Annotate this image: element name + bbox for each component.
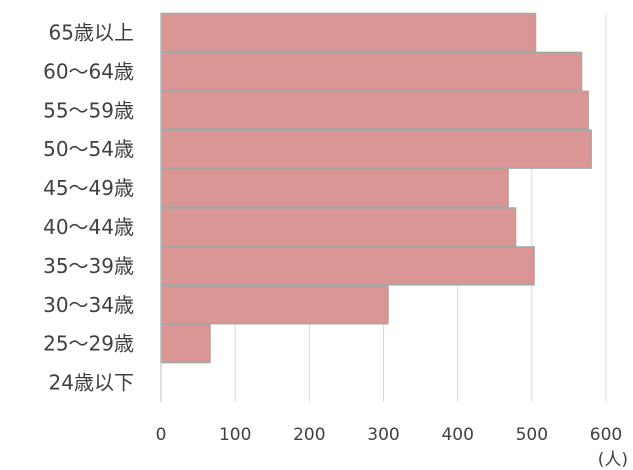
x-tick-labels: 0 100 200 300 400 500 600: [156, 425, 623, 445]
bar-5: [160, 207, 517, 247]
x-tick-label: 0: [156, 425, 167, 445]
category-label: 24歳以下: [49, 371, 134, 395]
bar-6: [160, 246, 535, 286]
x-tick-label: 100: [219, 425, 251, 445]
bar-2: [160, 90, 589, 130]
bar-3: [160, 129, 592, 169]
bar-8: [160, 323, 211, 364]
x-tick-label: 300: [367, 425, 399, 445]
category-labels: 65歳以上 60〜64歳 55〜59歳 50〜54歳 45〜49歳 40〜44歳 35〜39…: [43, 20, 134, 394]
x-tick-label: 200: [293, 425, 325, 445]
category-label: 55〜59歳: [43, 98, 134, 122]
category-label: 60〜64歳: [43, 59, 134, 83]
category-label: 45〜49歳: [43, 176, 134, 200]
x-axis-unit-label: (人): [598, 450, 628, 470]
category-label: 25〜29歳: [43, 332, 134, 356]
bar-7: [160, 285, 389, 325]
category-label: 65歳以上: [49, 20, 134, 44]
x-tick-label: 600: [590, 425, 622, 445]
x-tick-label: 400: [441, 425, 473, 445]
bar-1: [160, 51, 583, 92]
category-label: 30〜34歳: [43, 293, 134, 317]
category-label: 35〜39歳: [43, 254, 134, 278]
bar-4: [160, 168, 509, 208]
bar-0: [160, 12, 537, 53]
x-tick-label: 500: [516, 425, 548, 445]
bars: [160, 12, 592, 364]
category-label: 40〜44歳: [43, 215, 134, 239]
category-label: 50〜54歳: [43, 137, 134, 161]
